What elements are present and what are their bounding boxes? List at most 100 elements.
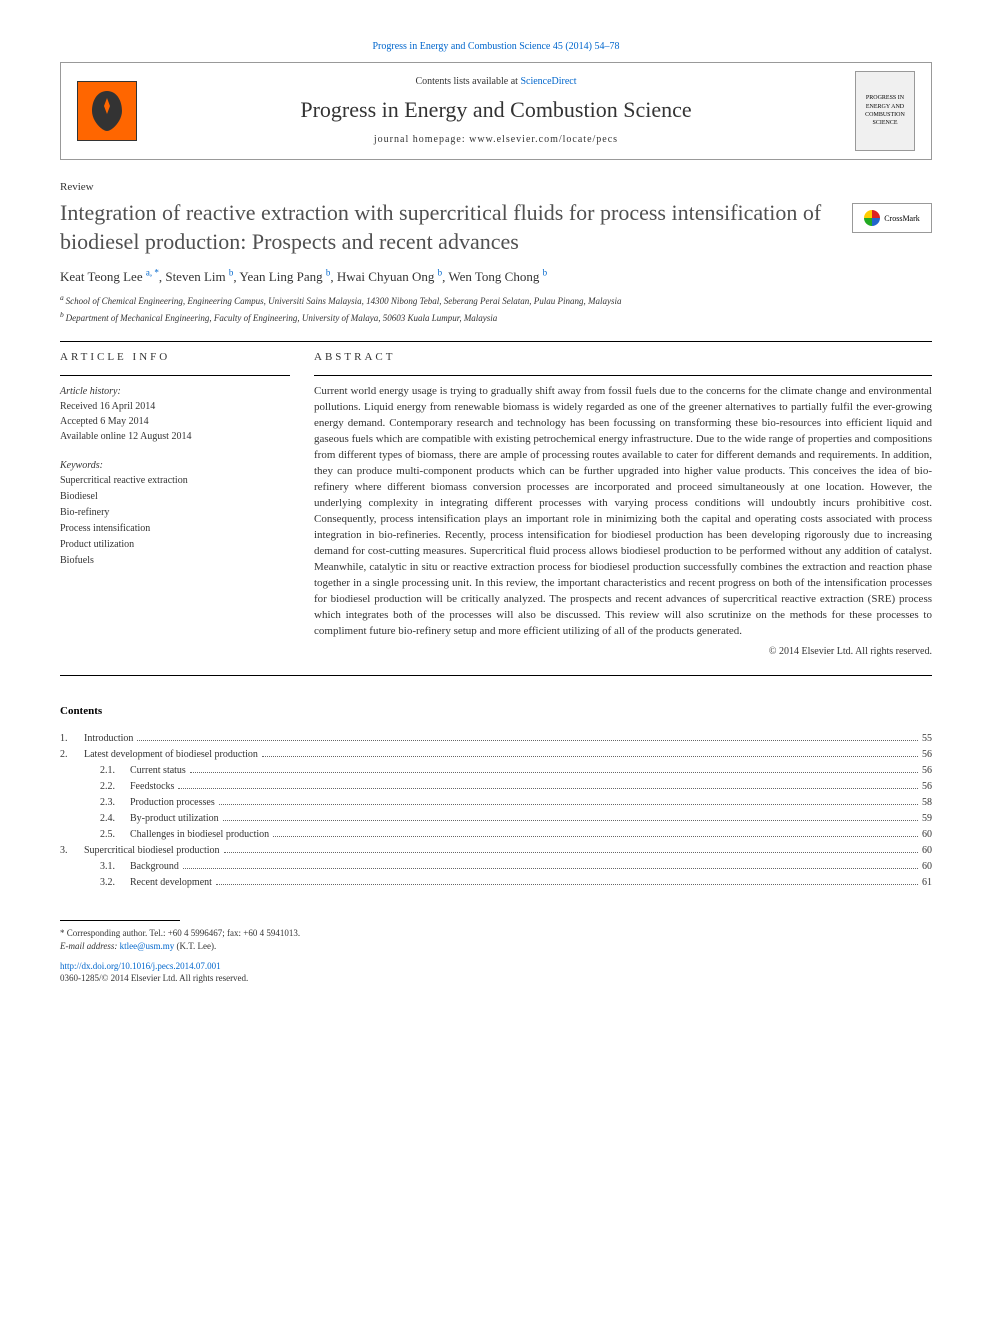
abstract-text: Current world energy usage is trying to … [314, 384, 932, 639]
toc-entry[interactable]: 1.Introduction 55 [60, 732, 932, 746]
toc-number: 2. [60, 748, 84, 762]
accepted-date: Accepted 6 May 2014 [60, 414, 290, 429]
toc-dots [216, 884, 918, 885]
author-affil-sup: a, * [146, 268, 159, 278]
table-of-contents: 1.Introduction 55 2.Latest development of… [60, 732, 932, 890]
toc-page: 56 [922, 748, 932, 762]
crossmark-badge[interactable]: CrossMark [852, 203, 932, 233]
toc-label: Supercritical biodiesel production [84, 844, 220, 858]
article-info-heading: ARTICLE INFO [60, 350, 290, 365]
toc-label: Latest development of biodiesel producti… [84, 748, 258, 762]
affiliation: a School of Chemical Engineering, Engine… [60, 292, 932, 309]
journal-homepage: journal homepage: www.elsevier.com/locat… [137, 133, 855, 147]
toc-page: 61 [922, 876, 932, 890]
affiliations: a School of Chemical Engineering, Engine… [60, 292, 932, 325]
history-label: Article history: [60, 384, 290, 399]
keyword: Supercritical reactive extraction [60, 473, 290, 489]
issn-copyright: 0360-1285/© 2014 Elsevier Ltd. All right… [60, 972, 932, 985]
toc-entry[interactable]: 3.1.Background 60 [60, 860, 932, 874]
divider [60, 375, 290, 376]
author: Keat Teong Lee a, * [60, 269, 159, 284]
online-date: Available online 12 August 2014 [60, 429, 290, 444]
author-affil-sup: b [438, 268, 443, 278]
author: Wen Tong Chong b [448, 269, 547, 284]
author: Hwai Chyuan Ong b [337, 269, 442, 284]
toc-number: 2.2. [100, 780, 130, 794]
toc-entry[interactable]: 2.3.Production processes 58 [60, 796, 932, 810]
toc-label: By-product utilization [130, 812, 219, 826]
author: Yean Ling Pang b [239, 269, 330, 284]
toc-entry[interactable]: 2.4.By-product utilization 59 [60, 812, 932, 826]
article-history: Article history: Received 16 April 2014 … [60, 384, 290, 444]
abstract-column: ABSTRACT Current world energy usage is t… [314, 350, 932, 659]
toc-label: Background [130, 860, 179, 874]
toc-dots [137, 740, 918, 741]
toc-page: 60 [922, 844, 932, 858]
toc-page: 56 [922, 764, 932, 778]
keyword: Biodiesel [60, 489, 290, 505]
sciencedirect-link[interactable]: ScienceDirect [520, 76, 576, 87]
doi-link[interactable]: http://dx.doi.org/10.1016/j.pecs.2014.07… [60, 960, 932, 973]
contents-available: Contents lists available at ScienceDirec… [137, 75, 855, 89]
divider [60, 341, 932, 342]
toc-label: Introduction [84, 732, 133, 746]
crossmark-label: CrossMark [884, 213, 920, 224]
journal-header-center: Contents lists available at ScienceDirec… [137, 75, 855, 148]
journal-header: Contents lists available at ScienceDirec… [60, 62, 932, 160]
toc-number: 1. [60, 732, 84, 746]
divider [60, 675, 932, 676]
toc-entry[interactable]: 2.2.Feedstocks 56 [60, 780, 932, 794]
toc-entry[interactable]: 3.Supercritical biodiesel production 60 [60, 844, 932, 858]
toc-number: 2.5. [100, 828, 130, 842]
corresponding-author: * Corresponding author. Tel.: +60 4 5996… [60, 927, 932, 954]
journal-cover-thumbnail: PROGRESS IN ENERGY AND COMBUSTION SCIENC… [855, 71, 915, 151]
info-abstract-row: ARTICLE INFO Article history: Received 1… [60, 350, 932, 659]
abstract-copyright: © 2014 Elsevier Ltd. All rights reserved… [314, 645, 932, 659]
top-citation: Progress in Energy and Combustion Scienc… [60, 40, 932, 54]
toc-entry[interactable]: 3.2.Recent development 61 [60, 876, 932, 890]
toc-label: Challenges in biodiesel production [130, 828, 269, 842]
toc-number: 2.1. [100, 764, 130, 778]
keyword: Product utilization [60, 537, 290, 553]
toc-dots [183, 868, 918, 869]
article-info-column: ARTICLE INFO Article history: Received 1… [60, 350, 290, 659]
toc-entry[interactable]: 2.5.Challenges in biodiesel production 6… [60, 828, 932, 842]
toc-page: 58 [922, 796, 932, 810]
author-list: Keat Teong Lee a, *, Steven Lim b, Yean … [60, 267, 932, 287]
toc-entry[interactable]: 2.Latest development of biodiesel produc… [60, 748, 932, 762]
toc-dots [262, 756, 918, 757]
toc-page: 56 [922, 780, 932, 794]
toc-entry[interactable]: 2.1.Current status 56 [60, 764, 932, 778]
footer-separator [60, 920, 180, 921]
affiliation: b Department of Mechanical Engineering, … [60, 309, 932, 326]
toc-number: 3.1. [100, 860, 130, 874]
email-attribution: (K.T. Lee). [176, 941, 216, 951]
keyword: Bio-refinery [60, 505, 290, 521]
toc-page: 60 [922, 828, 932, 842]
article-type: Review [60, 180, 932, 195]
crossmark-icon [864, 210, 880, 226]
toc-page: 55 [922, 732, 932, 746]
divider [314, 375, 932, 376]
toc-number: 2.4. [100, 812, 130, 826]
toc-dots [223, 820, 918, 821]
contents-prefix: Contents lists available at [415, 76, 520, 87]
corresponding-line: * Corresponding author. Tel.: +60 4 5996… [60, 927, 932, 941]
author: Steven Lim b [165, 269, 233, 284]
author-affil-sup: b [543, 268, 548, 278]
author-affil-sup: b [229, 268, 234, 278]
toc-dots [190, 772, 918, 773]
article-title: Integration of reactive extraction with … [60, 199, 932, 256]
toc-number: 3.2. [100, 876, 130, 890]
keywords-label: Keywords: [60, 458, 290, 473]
email-link[interactable]: ktlee@usm.my [120, 941, 175, 951]
toc-label: Recent development [130, 876, 212, 890]
journal-name: Progress in Energy and Combustion Scienc… [137, 95, 855, 126]
toc-label: Feedstocks [130, 780, 174, 794]
abstract-heading: ABSTRACT [314, 350, 932, 365]
contents-heading: Contents [60, 704, 932, 719]
toc-number: 3. [60, 844, 84, 858]
received-date: Received 16 April 2014 [60, 399, 290, 414]
keyword: Biofuels [60, 553, 290, 569]
elsevier-logo-icon [77, 81, 137, 141]
